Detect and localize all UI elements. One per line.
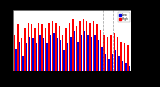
Bar (100, 30, 101, 87)
Text: Dew Point  Daily High/Low: Dew Point Daily High/Low (39, 3, 96, 7)
Bar (29, 37, 30, 87)
Bar (101, 47, 103, 87)
Bar (17, 24, 19, 87)
Bar (83, 19, 84, 87)
Bar (108, 59, 110, 87)
Bar (120, 42, 122, 87)
Bar (41, 24, 43, 87)
Bar (28, 23, 29, 87)
Bar (79, 21, 81, 87)
Bar (74, 31, 75, 87)
Bar (62, 35, 63, 87)
Bar (81, 35, 82, 87)
Bar (112, 54, 113, 87)
Bar (50, 35, 51, 87)
Bar (56, 38, 58, 87)
Bar (125, 63, 127, 87)
Bar (21, 38, 22, 87)
Bar (67, 44, 68, 87)
Bar (107, 37, 108, 87)
Bar (70, 37, 72, 87)
Bar (96, 24, 98, 87)
Bar (122, 61, 123, 87)
Bar (129, 66, 130, 87)
Bar (63, 50, 65, 87)
Bar (124, 44, 125, 87)
Bar (110, 35, 112, 87)
Bar (94, 35, 96, 87)
Bar (32, 38, 34, 87)
Bar (98, 40, 99, 87)
Bar (76, 26, 77, 87)
Bar (127, 45, 129, 87)
Bar (48, 23, 50, 87)
Bar (55, 23, 56, 87)
Legend: Low, High: Low, High (118, 12, 130, 22)
Bar (22, 56, 24, 87)
Bar (52, 21, 53, 87)
Bar (60, 40, 61, 87)
Bar (115, 50, 116, 87)
Bar (69, 23, 70, 87)
Bar (72, 19, 74, 87)
Bar (84, 31, 85, 87)
Bar (89, 23, 91, 87)
Bar (91, 37, 92, 87)
Bar (38, 23, 39, 87)
Bar (39, 35, 41, 87)
Bar (118, 56, 120, 87)
Text: Milwaukee, WI: Milwaukee, WI (2, 27, 6, 52)
Bar (26, 44, 27, 87)
Bar (19, 42, 20, 87)
Bar (59, 26, 60, 87)
Bar (117, 37, 118, 87)
Bar (24, 28, 26, 87)
Bar (15, 49, 17, 87)
Bar (46, 44, 48, 87)
Bar (45, 28, 46, 87)
Bar (53, 33, 55, 87)
Bar (65, 28, 67, 87)
Bar (31, 24, 32, 87)
Bar (103, 35, 105, 87)
Bar (34, 28, 36, 87)
Bar (36, 44, 37, 87)
Bar (93, 21, 94, 87)
Bar (105, 54, 106, 87)
Bar (77, 42, 79, 87)
Bar (43, 38, 44, 87)
Bar (86, 21, 88, 87)
Bar (114, 33, 115, 87)
Bar (14, 35, 15, 87)
Bar (88, 35, 89, 87)
